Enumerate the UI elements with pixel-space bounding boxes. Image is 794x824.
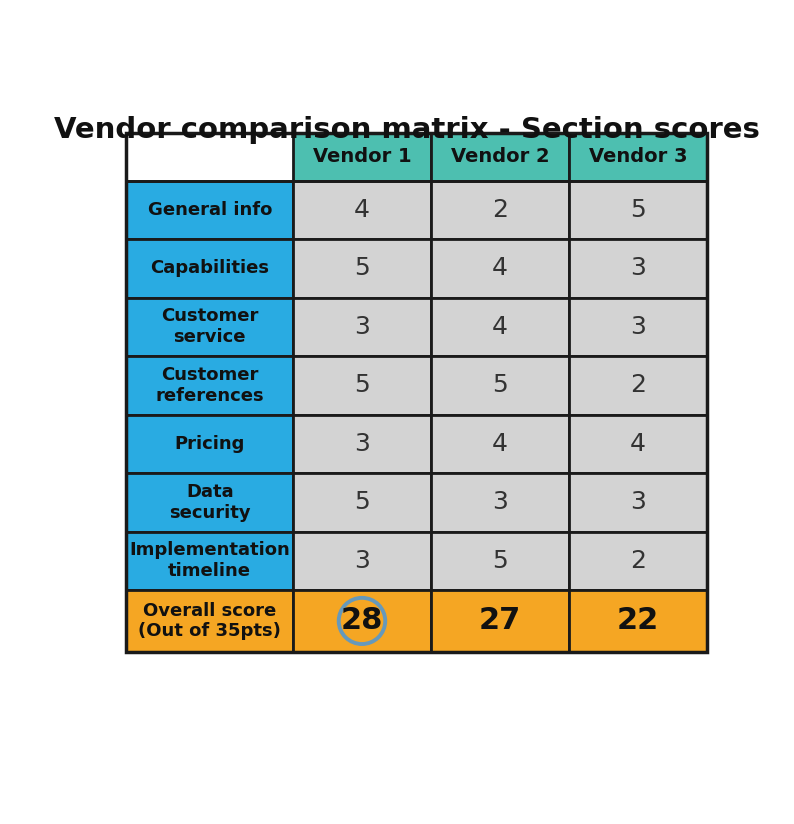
Bar bbox=[431, 356, 569, 414]
Text: 5: 5 bbox=[354, 373, 370, 397]
Text: 4: 4 bbox=[630, 432, 646, 456]
Bar bbox=[293, 473, 431, 531]
Text: 5: 5 bbox=[492, 549, 508, 573]
Text: 2: 2 bbox=[630, 373, 646, 397]
Bar bbox=[126, 297, 293, 356]
Bar bbox=[126, 133, 707, 652]
Bar bbox=[569, 180, 707, 239]
Text: 3: 3 bbox=[354, 315, 370, 339]
Text: 3: 3 bbox=[354, 549, 370, 573]
Text: Vendor 2: Vendor 2 bbox=[451, 147, 549, 166]
Bar bbox=[569, 414, 707, 473]
Bar bbox=[293, 590, 431, 652]
Text: 4: 4 bbox=[354, 198, 370, 222]
Text: Vendor 1: Vendor 1 bbox=[313, 147, 411, 166]
Bar bbox=[431, 133, 569, 180]
Bar bbox=[126, 180, 293, 239]
Text: 4: 4 bbox=[492, 432, 508, 456]
Text: 2: 2 bbox=[492, 198, 508, 222]
Text: Pricing: Pricing bbox=[175, 435, 245, 453]
Bar bbox=[293, 239, 431, 297]
Text: 22: 22 bbox=[617, 606, 659, 635]
Text: 5: 5 bbox=[492, 373, 508, 397]
Text: Vendor comparison matrix - Section scores: Vendor comparison matrix - Section score… bbox=[54, 115, 760, 143]
Bar bbox=[293, 180, 431, 239]
Text: 3: 3 bbox=[354, 432, 370, 456]
Text: General info: General info bbox=[148, 201, 272, 218]
Text: Customer
references: Customer references bbox=[156, 366, 264, 405]
Bar bbox=[126, 473, 293, 531]
Text: Overall score
(Out of 35pts): Overall score (Out of 35pts) bbox=[138, 602, 281, 640]
Text: 5: 5 bbox=[354, 256, 370, 280]
Bar bbox=[569, 473, 707, 531]
Text: Customer
service: Customer service bbox=[161, 307, 258, 346]
Bar bbox=[126, 180, 707, 652]
Text: 5: 5 bbox=[630, 198, 646, 222]
Bar bbox=[126, 239, 293, 297]
Bar bbox=[569, 133, 707, 180]
Bar bbox=[126, 531, 293, 590]
Text: Implementation
timeline: Implementation timeline bbox=[129, 541, 290, 580]
Text: 28: 28 bbox=[341, 606, 384, 635]
Bar bbox=[431, 414, 569, 473]
Bar bbox=[431, 590, 569, 652]
Text: 5: 5 bbox=[354, 490, 370, 514]
Text: Vendor 3: Vendor 3 bbox=[588, 147, 687, 166]
Bar bbox=[569, 297, 707, 356]
Bar bbox=[126, 356, 293, 414]
Bar bbox=[126, 414, 293, 473]
Text: 2: 2 bbox=[630, 549, 646, 573]
Bar bbox=[431, 239, 569, 297]
Text: Data
security: Data security bbox=[169, 483, 250, 522]
Bar bbox=[431, 531, 569, 590]
Bar bbox=[293, 356, 431, 414]
Text: Capabilities: Capabilities bbox=[150, 260, 269, 278]
Bar bbox=[569, 531, 707, 590]
Text: 3: 3 bbox=[630, 315, 646, 339]
Bar bbox=[293, 133, 431, 180]
Bar bbox=[126, 590, 293, 652]
Bar bbox=[293, 297, 431, 356]
Bar bbox=[293, 414, 431, 473]
Text: 3: 3 bbox=[630, 490, 646, 514]
Text: 27: 27 bbox=[479, 606, 521, 635]
Bar bbox=[569, 239, 707, 297]
Bar bbox=[569, 356, 707, 414]
Bar bbox=[431, 473, 569, 531]
Text: 3: 3 bbox=[492, 490, 508, 514]
Text: 4: 4 bbox=[492, 256, 508, 280]
Bar bbox=[431, 180, 569, 239]
Bar bbox=[293, 531, 431, 590]
Bar bbox=[431, 297, 569, 356]
Bar bbox=[569, 590, 707, 652]
Text: 4: 4 bbox=[492, 315, 508, 339]
Text: 3: 3 bbox=[630, 256, 646, 280]
